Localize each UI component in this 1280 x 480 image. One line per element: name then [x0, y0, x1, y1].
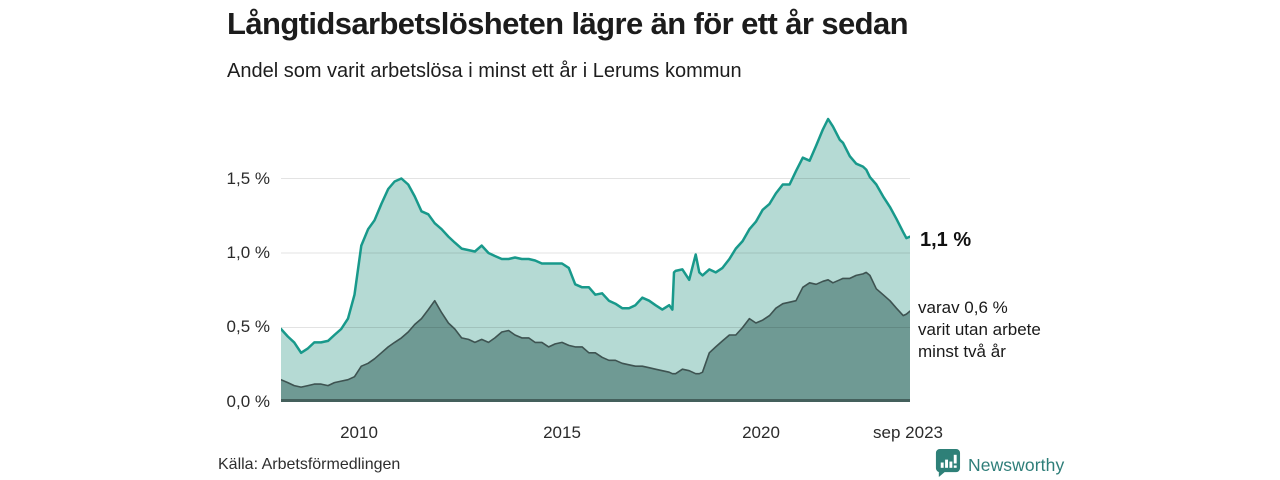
y-axis-tick-1-0: 1,0 % [226, 243, 270, 262]
y-axis-tick-0-5: 0,5 % [226, 317, 270, 336]
two-year-annotation-line-2: varit utan arbete [918, 320, 1041, 339]
y-axis-tick-0-0: 0,0 % [226, 392, 270, 411]
unemployment-area-chart [279, 99, 912, 402]
newsworthy-speech-bubble-bar-chart-icon [934, 448, 961, 480]
x-axis-tick-2015: 2015 [543, 423, 581, 442]
x-axis-tick-2020: 2020 [742, 423, 780, 442]
page-title: Långtidsarbetslösheten lägre än för ett … [227, 6, 909, 41]
y-axis-tick-1-5: 1,5 % [226, 169, 270, 188]
x-axis-tick-sep-2023: sep 2023 [873, 423, 943, 442]
latest-value-label: 1,1 % [920, 229, 972, 251]
x-axis-tick-2010: 2010 [340, 423, 378, 442]
two-year-annotation: varav 0,6 % varit utan arbete minst två … [918, 297, 1041, 363]
source-note: Källa: Arbetsförmedlingen [218, 456, 401, 473]
two-year-annotation-line-1: varav 0,6 % [918, 298, 1008, 317]
page-subtitle: Andel som varit arbetslösa i minst ett å… [227, 60, 742, 82]
newsworthy-logo-text: Newsworthy [968, 455, 1065, 475]
newsworthy-logo: Newsworthy [934, 448, 1064, 480]
two-year-annotation-line-3: minst två år [918, 342, 1006, 361]
area-chart-svg [279, 117, 912, 402]
